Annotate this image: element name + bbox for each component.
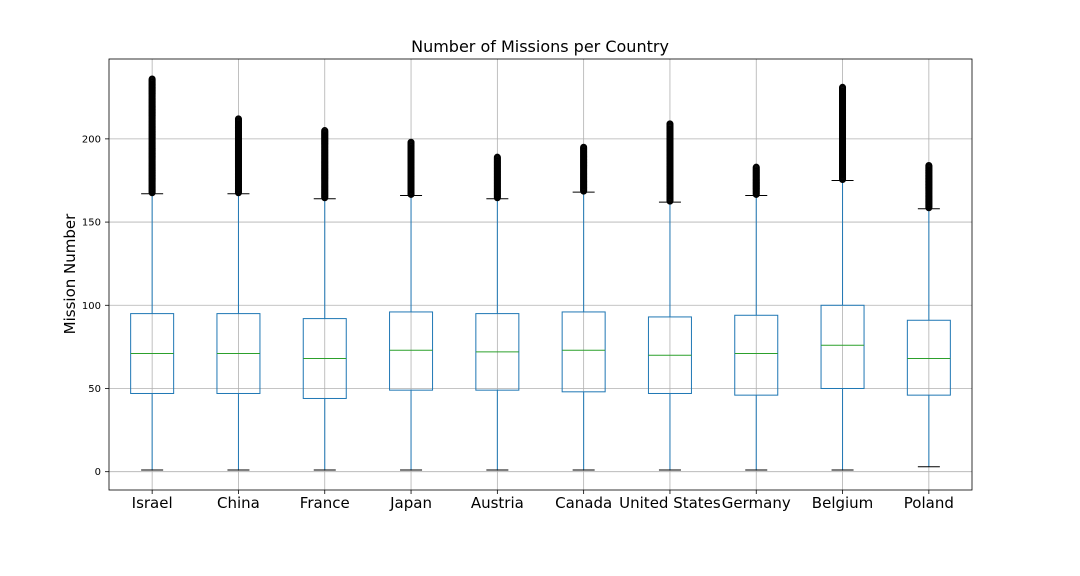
box-group bbox=[216, 115, 261, 471]
y-tick-label: 50 bbox=[88, 384, 101, 395]
box-group bbox=[906, 162, 951, 468]
y-axis-label: Mission Number bbox=[61, 213, 79, 334]
plot-frame bbox=[108, 58, 973, 491]
outlier-point bbox=[321, 127, 329, 135]
y-tick-label: 0 bbox=[95, 467, 101, 478]
y-tick-label: 200 bbox=[82, 134, 101, 145]
y-tick-label: 150 bbox=[82, 218, 101, 229]
iqr-box bbox=[734, 314, 779, 396]
x-tick-label: Belgium bbox=[812, 494, 874, 512]
box-group bbox=[820, 83, 865, 471]
x-tick-label: France bbox=[300, 494, 350, 512]
outlier-point bbox=[493, 153, 501, 161]
outlier-point bbox=[752, 163, 760, 171]
outlier-point bbox=[925, 162, 933, 170]
x-tick-label: Japan bbox=[389, 494, 432, 512]
ticks-layer: 0 50 100 150 200 Israel China France Japan Austri… bbox=[82, 134, 954, 512]
box-group bbox=[475, 153, 520, 471]
chart-title: Number of Missions per Country bbox=[411, 37, 669, 56]
iqr-box bbox=[906, 319, 951, 396]
x-tick-label: China bbox=[217, 494, 260, 512]
x-tick-label: United States bbox=[619, 494, 721, 512]
iqr-box bbox=[820, 304, 865, 389]
iqr-box bbox=[561, 311, 606, 393]
outlier-point bbox=[580, 143, 588, 151]
box-group bbox=[130, 75, 175, 471]
x-tick-label: Germany bbox=[722, 494, 791, 512]
box-group bbox=[561, 143, 606, 471]
x-tick-label: Canada bbox=[555, 494, 612, 512]
boxes-layer bbox=[130, 75, 951, 471]
outlier-point bbox=[234, 115, 242, 123]
box-group bbox=[734, 163, 779, 471]
outlier-point bbox=[666, 120, 674, 128]
outlier-point bbox=[407, 138, 415, 146]
y-tick-label: 100 bbox=[82, 301, 101, 312]
x-tick-label: Austria bbox=[471, 494, 524, 512]
outlier-point bbox=[148, 75, 156, 83]
box-group bbox=[389, 138, 434, 471]
outlier-point bbox=[839, 83, 847, 91]
x-tick-label: Israel bbox=[132, 494, 173, 512]
box-group bbox=[302, 127, 347, 471]
iqr-box bbox=[389, 311, 434, 391]
x-tick-label: Poland bbox=[904, 494, 954, 512]
box-group bbox=[647, 120, 692, 471]
